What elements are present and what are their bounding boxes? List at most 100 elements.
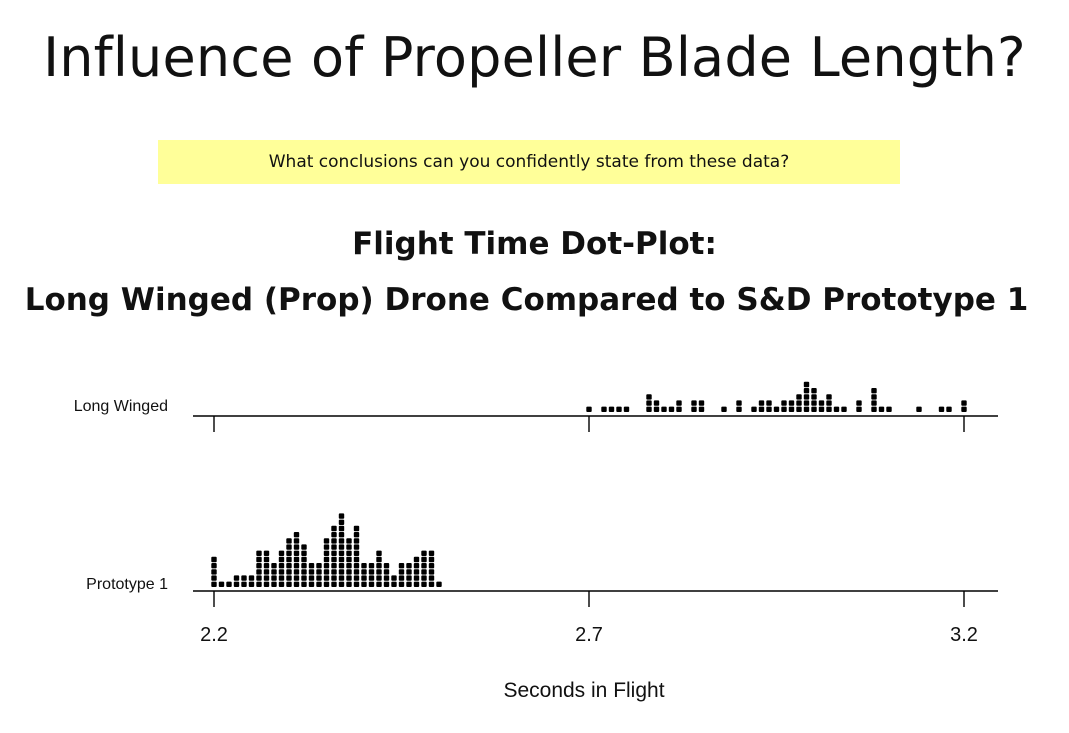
data-dot bbox=[353, 538, 360, 544]
data-dot bbox=[271, 569, 277, 575]
data-dot bbox=[368, 569, 375, 575]
data-dot bbox=[871, 400, 877, 406]
data-dot bbox=[871, 394, 877, 400]
data-dot bbox=[293, 581, 300, 587]
chart-title-line-1: Flight Time Dot-Plot: bbox=[352, 226, 717, 262]
data-dot bbox=[766, 406, 772, 412]
data-dot bbox=[398, 575, 405, 581]
data-dot bbox=[301, 569, 307, 575]
data-dot bbox=[811, 406, 817, 412]
data-dot bbox=[428, 575, 435, 581]
data-dot bbox=[436, 581, 442, 587]
data-dot bbox=[781, 406, 787, 412]
data-dot bbox=[323, 538, 330, 544]
data-dot bbox=[406, 569, 412, 575]
data-dot bbox=[346, 581, 352, 587]
data-dot bbox=[331, 544, 337, 550]
data-dot bbox=[361, 563, 367, 569]
data-dot bbox=[811, 394, 817, 400]
data-dot bbox=[278, 569, 285, 575]
data-dot bbox=[293, 569, 300, 575]
data-dot bbox=[361, 581, 367, 587]
data-dot bbox=[331, 550, 337, 556]
data-dot bbox=[293, 538, 300, 544]
row-label-prototype-1: Prototype 1 bbox=[86, 576, 168, 593]
data-dot bbox=[271, 575, 277, 581]
chart-title-line-2: Long Winged (Prop) Drone Compared to S&D… bbox=[24, 282, 1029, 318]
data-dot bbox=[338, 513, 345, 519]
data-dot bbox=[323, 569, 330, 575]
data-dot bbox=[301, 556, 307, 563]
data-dot bbox=[413, 581, 420, 587]
data-dot bbox=[961, 400, 967, 406]
data-dot bbox=[803, 406, 810, 412]
data-dot bbox=[818, 406, 825, 412]
data-dot bbox=[391, 581, 397, 587]
data-dot bbox=[256, 556, 262, 563]
row-label-long-winged: Long Winged bbox=[74, 398, 168, 415]
data-dot bbox=[211, 581, 217, 587]
x-axis-label: Seconds in Flight bbox=[503, 679, 664, 702]
data-dot bbox=[946, 406, 952, 412]
data-dot bbox=[323, 550, 330, 556]
data-dot bbox=[211, 575, 217, 581]
data-dot bbox=[406, 581, 412, 587]
data-dot bbox=[331, 575, 337, 581]
data-dot bbox=[676, 400, 682, 406]
data-dot bbox=[353, 532, 360, 538]
data-dot bbox=[218, 581, 225, 587]
data-dot bbox=[346, 544, 352, 550]
data-dot bbox=[421, 563, 427, 569]
data-dot bbox=[301, 575, 307, 581]
data-dot bbox=[323, 544, 330, 550]
data-dot bbox=[916, 406, 922, 412]
data-dot bbox=[646, 394, 652, 400]
data-dot bbox=[856, 406, 862, 412]
data-dot bbox=[376, 556, 382, 563]
data-dot bbox=[391, 575, 397, 581]
data-dot bbox=[263, 581, 270, 587]
data-dot bbox=[788, 400, 795, 406]
tick-label: 2.7 bbox=[575, 624, 603, 646]
data-dot bbox=[331, 532, 337, 538]
discussion-prompt: What conclusions can you confidently sta… bbox=[158, 140, 900, 184]
data-dot bbox=[886, 406, 892, 412]
data-dot bbox=[413, 563, 420, 569]
data-dot bbox=[256, 575, 262, 581]
data-dot bbox=[616, 406, 622, 412]
data-dot bbox=[796, 394, 802, 400]
dot-plot-chart: Long Winged Prototype 1 2.2 2.7 3.2 Second… bbox=[74, 381, 998, 702]
data-dot bbox=[286, 575, 292, 581]
data-dot bbox=[428, 550, 435, 556]
data-dot bbox=[428, 569, 435, 575]
data-dot bbox=[346, 538, 352, 544]
data-dot bbox=[353, 581, 360, 587]
data-dot bbox=[256, 563, 262, 569]
data-dot bbox=[263, 563, 270, 569]
data-dot bbox=[368, 563, 375, 569]
data-dot bbox=[256, 550, 262, 556]
data-dot bbox=[308, 569, 315, 575]
data-dot bbox=[428, 556, 435, 563]
data-dot bbox=[938, 406, 945, 412]
data-dot bbox=[376, 581, 382, 587]
data-dot bbox=[241, 581, 247, 587]
data-dot bbox=[803, 400, 810, 406]
data-dot bbox=[338, 581, 345, 587]
data-dot bbox=[856, 400, 862, 406]
data-dot bbox=[413, 556, 420, 563]
data-dot bbox=[316, 563, 322, 569]
data-dot bbox=[751, 406, 757, 412]
data-dot bbox=[331, 556, 337, 563]
data-dot bbox=[308, 581, 315, 587]
data-dot bbox=[781, 400, 787, 406]
data-dot bbox=[646, 400, 652, 406]
data-dot bbox=[601, 406, 607, 412]
data-dot bbox=[826, 406, 832, 412]
data-dot bbox=[323, 563, 330, 569]
data-dot bbox=[818, 400, 825, 406]
data-dot bbox=[646, 406, 652, 412]
data-dot bbox=[353, 563, 360, 569]
data-dot bbox=[623, 406, 630, 412]
slide-title: Influence of Propeller Blade Length? bbox=[43, 26, 1026, 89]
